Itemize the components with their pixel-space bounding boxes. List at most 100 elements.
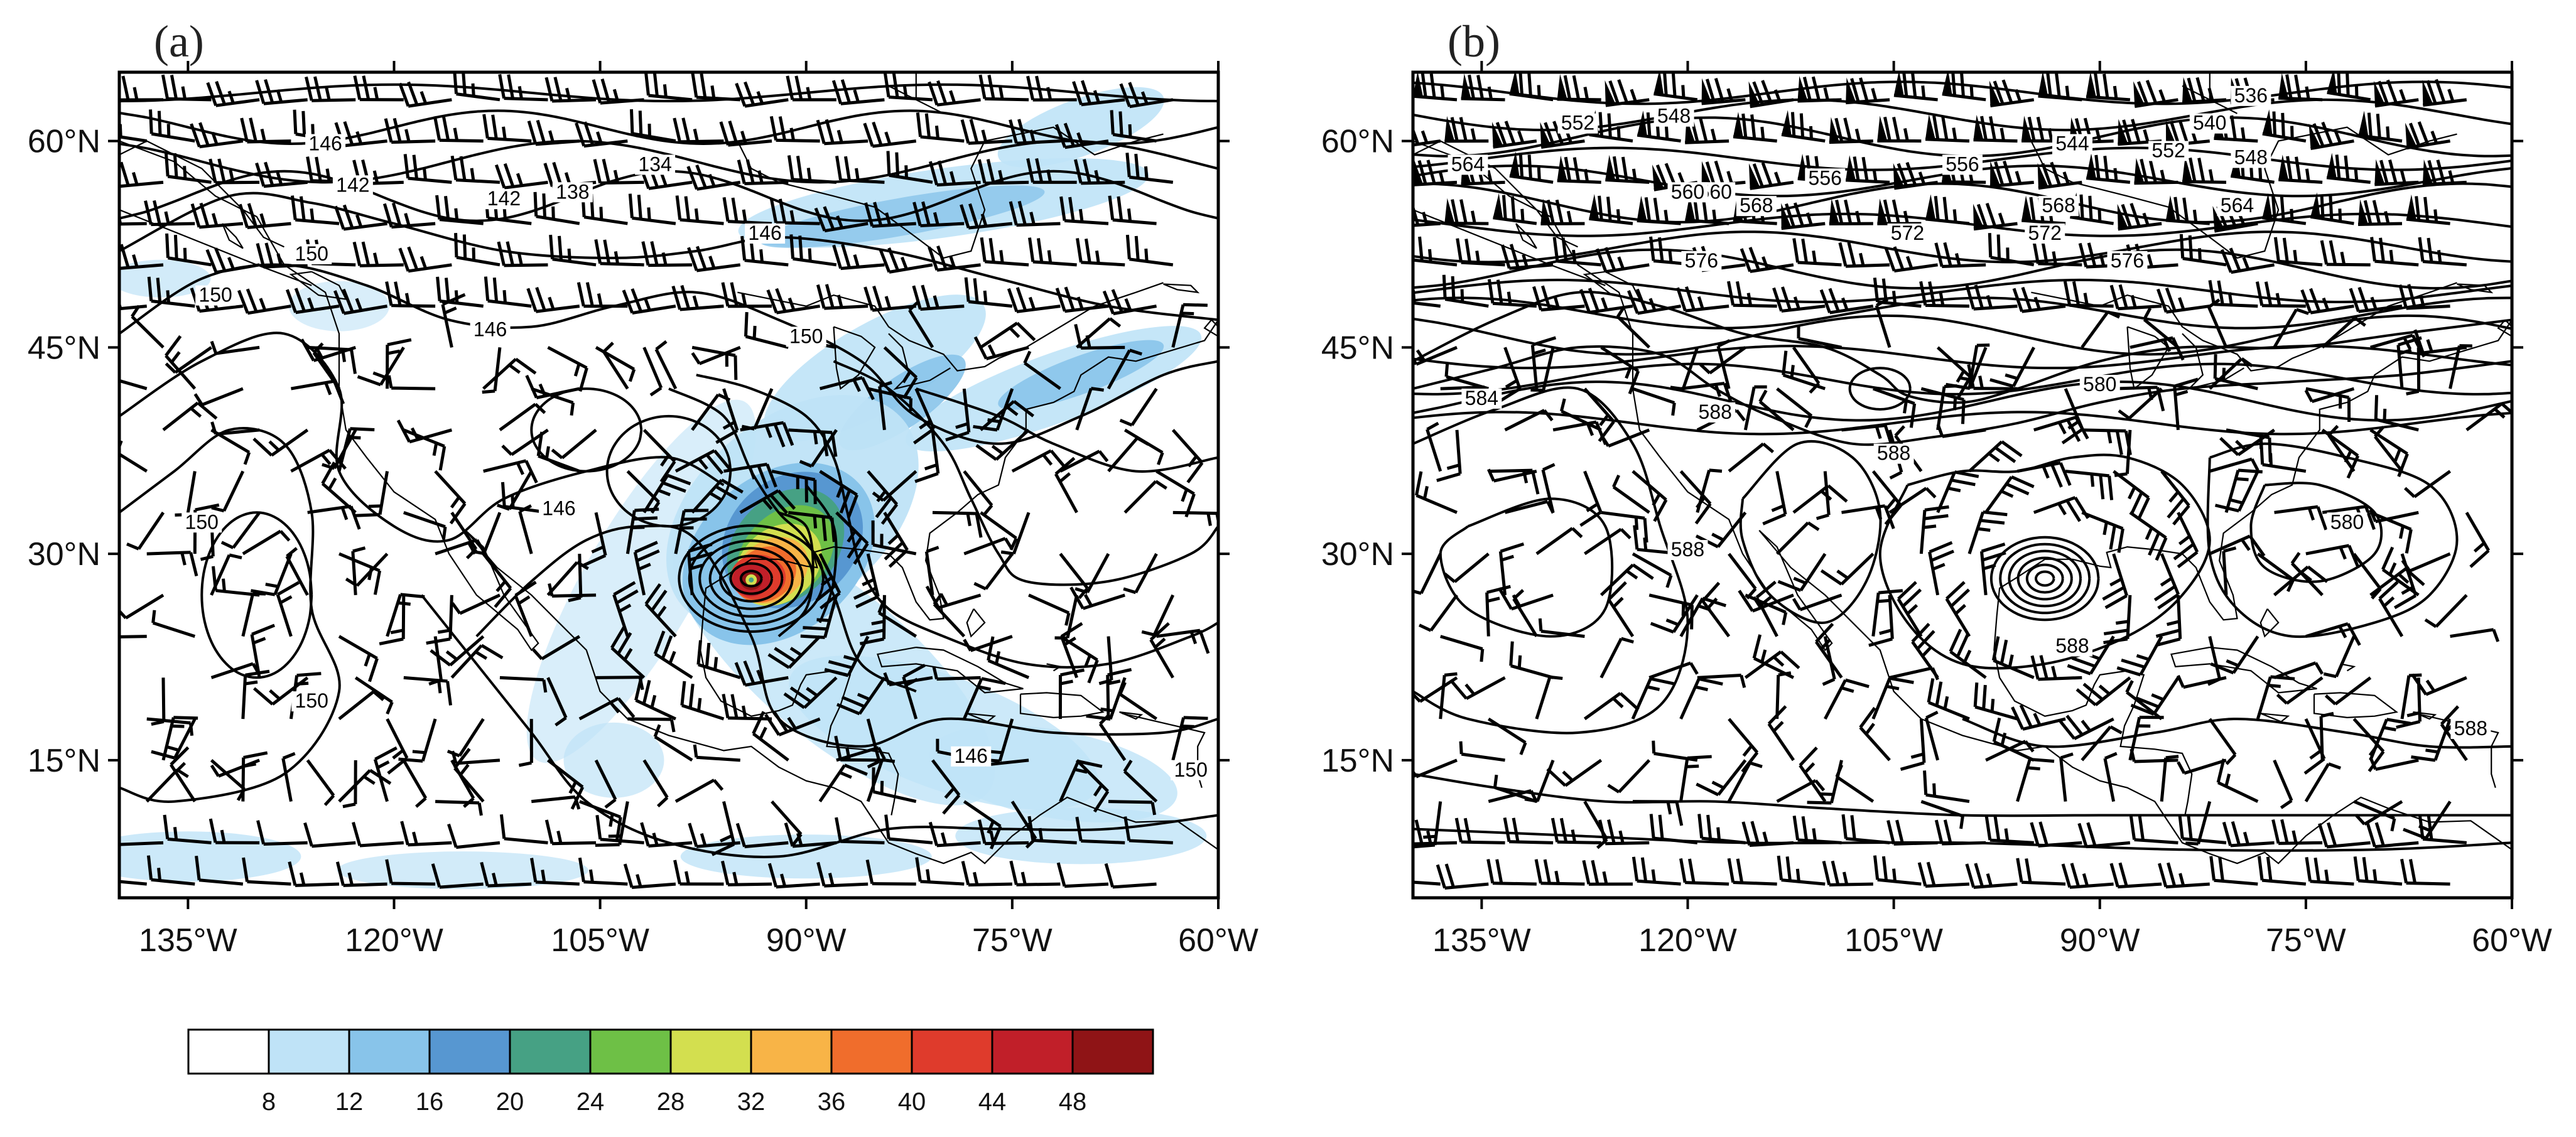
wind-barb bbox=[2400, 673, 2422, 719]
wind-barb bbox=[149, 109, 195, 143]
wind-barb bbox=[1106, 667, 1132, 719]
wind-barb bbox=[2016, 757, 2055, 802]
colorbar-label: 8 bbox=[262, 1088, 276, 1116]
wind-barb bbox=[2156, 287, 2211, 314]
wind-barb bbox=[1605, 154, 1650, 184]
wind-barb bbox=[592, 78, 644, 105]
wind-barb bbox=[834, 735, 885, 762]
wind-barb bbox=[1108, 195, 1157, 225]
wind-barb bbox=[628, 193, 676, 225]
wind-barb bbox=[1631, 677, 1675, 720]
wind-barb bbox=[1967, 364, 2018, 391]
wind-barb bbox=[691, 345, 738, 380]
wind-barb bbox=[879, 247, 933, 274]
wind-barb bbox=[2327, 424, 2356, 473]
wind-barb bbox=[1579, 288, 1633, 315]
wind-barb bbox=[1530, 347, 1555, 392]
wind-barb bbox=[2125, 680, 2163, 721]
wind-barb bbox=[355, 471, 389, 517]
wind-barb bbox=[1877, 116, 1922, 143]
wind-barb bbox=[1026, 158, 1077, 184]
wind-barb bbox=[2308, 121, 2354, 151]
wind-barb bbox=[1535, 675, 1563, 719]
wind-barb bbox=[1632, 387, 1676, 416]
wind-barb bbox=[595, 801, 629, 847]
wind-barb bbox=[2324, 676, 2372, 706]
wind-barb bbox=[1076, 238, 1125, 267]
wind-barb bbox=[914, 429, 940, 483]
wind-barb bbox=[2160, 470, 2190, 525]
wind-barb bbox=[119, 635, 147, 639]
wind-barb bbox=[1530, 336, 1557, 389]
wind-barb bbox=[675, 195, 724, 225]
wind-barb bbox=[2374, 79, 2419, 108]
wind-barb bbox=[932, 510, 983, 538]
wind-barb bbox=[1989, 79, 2035, 108]
panel-a-axes: 135°W 120°W 105°W 90°W 75°W 60°W 60°N 45°N 30°N 1… bbox=[28, 61, 1258, 959]
wind-barb bbox=[434, 470, 467, 525]
contour-line bbox=[777, 511, 814, 638]
wind-barb bbox=[208, 818, 260, 844]
wind-barb bbox=[960, 203, 1013, 230]
wind-barb bbox=[1054, 122, 1109, 149]
contour-line bbox=[718, 554, 784, 603]
wind-barb bbox=[673, 117, 724, 144]
wind-barb bbox=[1023, 350, 1061, 391]
wind-speed-shade bbox=[929, 725, 1177, 822]
wind-barb bbox=[1509, 72, 1554, 102]
wind-barb bbox=[1727, 858, 1777, 886]
wind-barb bbox=[2326, 153, 2371, 184]
wind-barb bbox=[2160, 755, 2179, 802]
wind-barb bbox=[351, 546, 366, 595]
wind-barb bbox=[338, 690, 385, 721]
wind-barb bbox=[831, 79, 885, 105]
wind-barb bbox=[1696, 468, 1723, 514]
contour-label: 134 bbox=[635, 153, 676, 175]
colorbar-label: 40 bbox=[898, 1088, 926, 1116]
wind-barb bbox=[1059, 552, 1089, 600]
wind-barb bbox=[610, 626, 646, 679]
wind-barb bbox=[2305, 622, 2361, 646]
wind-barb bbox=[836, 676, 886, 716]
wind-barb bbox=[1949, 628, 1987, 679]
wind-barb bbox=[145, 768, 189, 803]
lon-tick-label: 105°W bbox=[551, 922, 649, 959]
wind-barb bbox=[2304, 387, 2355, 404]
wind-barb bbox=[1493, 193, 1537, 225]
wind-barb bbox=[739, 489, 796, 514]
wind-barb bbox=[1775, 671, 1792, 719]
wind-barb bbox=[2061, 863, 2114, 889]
wind-barb bbox=[1086, 677, 1127, 721]
wind-barb bbox=[836, 746, 886, 762]
lat-tick-label: 60°N bbox=[28, 124, 100, 160]
wind-barb bbox=[1991, 636, 2035, 679]
wind-barb bbox=[241, 751, 268, 802]
wind-barb bbox=[119, 161, 164, 188]
wind-barb bbox=[281, 752, 296, 802]
wind-barb bbox=[1886, 819, 1938, 846]
svg-text:584: 584 bbox=[1465, 387, 1498, 409]
contour-label: 560 bbox=[1667, 180, 1708, 203]
panel-b-label: (b) bbox=[1448, 16, 1500, 67]
wind-barb bbox=[764, 710, 821, 736]
wind-barb bbox=[1123, 480, 1167, 514]
contour-label: 588 bbox=[2450, 717, 2491, 740]
coastline bbox=[2170, 647, 2317, 694]
wind-barb bbox=[548, 583, 597, 598]
wind-barb bbox=[1744, 650, 1800, 679]
wind-barb bbox=[526, 286, 580, 313]
wind-barb bbox=[256, 820, 308, 846]
wind-barb bbox=[1107, 348, 1143, 390]
wind-barb bbox=[1927, 678, 1970, 721]
wind-barb bbox=[1028, 237, 1077, 267]
lon-tick-label: 90°W bbox=[2060, 922, 2140, 959]
wind-barb bbox=[1557, 74, 1601, 102]
contour-line bbox=[530, 387, 643, 473]
wind-barb bbox=[2030, 821, 2082, 848]
wind-barb bbox=[799, 429, 838, 468]
wind-barb bbox=[306, 759, 335, 806]
wind-barb bbox=[451, 750, 501, 765]
wind-barb bbox=[433, 116, 484, 143]
wind-barb bbox=[1605, 79, 1650, 107]
wind-speed-shade bbox=[563, 722, 664, 798]
